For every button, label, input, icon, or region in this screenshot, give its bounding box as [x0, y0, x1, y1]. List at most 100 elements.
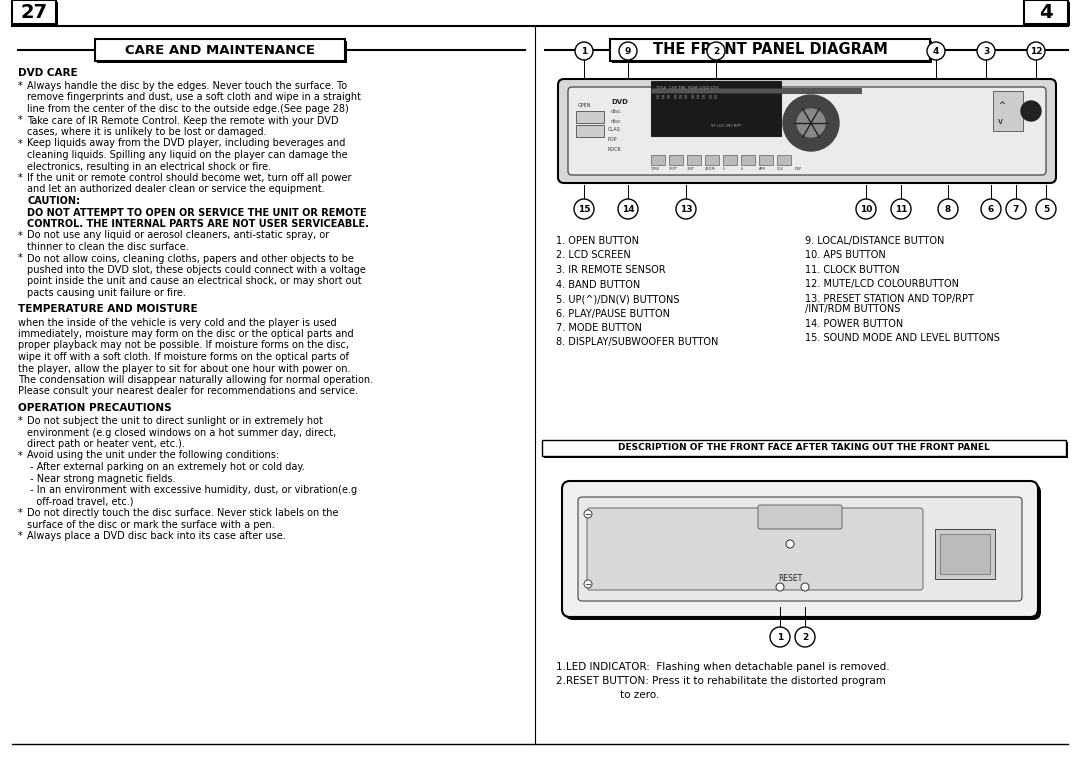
Text: - After external parking on an extremely hot or cold day.: - After external parking on an extremely…: [27, 462, 305, 472]
Text: *: *: [18, 451, 23, 461]
Text: Always handle the disc by the edges. Never touch the surface. To: Always handle the disc by the edges. Nev…: [27, 81, 347, 91]
Text: TITLE  CHP TRK  RDM LOUD DTS: TITLE CHP TRK RDM LOUD DTS: [656, 86, 718, 90]
Text: The condensation will disappear naturally allowing for normal operation.: The condensation will disappear naturall…: [18, 375, 373, 385]
Circle shape: [891, 199, 912, 219]
Text: DVD: DVD: [611, 99, 627, 105]
Circle shape: [777, 583, 784, 591]
Text: 14: 14: [622, 205, 634, 213]
Text: 3: 3: [983, 47, 989, 56]
Text: *: *: [18, 115, 23, 125]
Circle shape: [584, 510, 592, 518]
Bar: [612, 41, 932, 63]
Bar: [759, 155, 773, 165]
Text: *: *: [18, 81, 23, 91]
Text: 12. MUTE/LCD COLOURBUTTON: 12. MUTE/LCD COLOURBUTTON: [805, 280, 959, 290]
Circle shape: [939, 199, 958, 219]
Text: OPEN: OPEN: [578, 103, 592, 108]
FancyBboxPatch shape: [568, 87, 1047, 175]
Text: 15: 15: [578, 205, 591, 213]
Circle shape: [707, 42, 725, 60]
FancyBboxPatch shape: [578, 497, 1022, 601]
Bar: [669, 155, 683, 165]
Circle shape: [1027, 42, 1045, 60]
Text: CLK: CLK: [777, 167, 784, 171]
Text: RESET: RESET: [778, 574, 802, 583]
Circle shape: [795, 627, 815, 647]
Bar: [935, 529, 995, 579]
FancyBboxPatch shape: [758, 505, 842, 529]
Text: DESCRIPTION OF THE FRONT FACE AFTER TAKING OUT THE FRONT PANEL: DESCRIPTION OF THE FRONT FACE AFTER TAKI…: [618, 443, 990, 452]
Circle shape: [801, 583, 809, 591]
Text: 1: 1: [777, 633, 783, 642]
Text: *: *: [18, 138, 23, 148]
Bar: [777, 155, 791, 165]
Bar: [14, 2, 58, 26]
Text: pushed into the DVD slot, these objects could connect with a voltage: pushed into the DVD slot, these objects …: [27, 265, 366, 275]
Text: 4RDM: 4RDM: [705, 167, 715, 171]
Bar: [940, 534, 990, 574]
Bar: [723, 155, 737, 165]
Text: 1.LED INDICATOR:  Flashing when detachable panel is removed.: 1.LED INDICATOR: Flashing when detachabl…: [556, 662, 890, 672]
Circle shape: [573, 199, 594, 219]
Text: 27: 27: [21, 2, 48, 21]
Text: 6: 6: [741, 167, 743, 171]
Text: 2. LCD SCREEN: 2. LCD SCREEN: [556, 251, 631, 261]
Text: thinner to clean the disc surface.: thinner to clean the disc surface.: [27, 242, 189, 252]
Text: 5. UP(^)/DN(V) BUTTONS: 5. UP(^)/DN(V) BUTTONS: [556, 294, 679, 304]
Text: environment (e.g closed windows on a hot summer day, direct,: environment (e.g closed windows on a hot…: [27, 428, 336, 438]
Text: point inside the unit and cause an electrical shock, or may short out: point inside the unit and cause an elect…: [27, 277, 362, 286]
Text: - Near strong magnetic fields.: - Near strong magnetic fields.: [27, 474, 175, 484]
Text: Take care of IR Remote Control. Keep the remote with your DVD: Take care of IR Remote Control. Keep the…: [27, 115, 339, 125]
Text: /INT/RDM BUTTONS: /INT/RDM BUTTONS: [805, 304, 901, 314]
Text: 12: 12: [1029, 47, 1042, 56]
Text: DO NOT ATTEMPT TO OPEN OR SERVICE THE UNIT OR REMOTE: DO NOT ATTEMPT TO OPEN OR SERVICE THE UN…: [27, 208, 366, 218]
Bar: [687, 155, 701, 165]
Bar: [12, 0, 56, 24]
Text: 7: 7: [1013, 205, 1020, 213]
FancyBboxPatch shape: [588, 508, 923, 590]
Circle shape: [797, 109, 825, 137]
Text: Do not use any liquid or aerosol cleaners, anti-static spray, or: Do not use any liquid or aerosol cleaner…: [27, 231, 329, 241]
Text: 11: 11: [894, 205, 907, 213]
Text: 14. POWER BUTTON: 14. POWER BUTTON: [805, 319, 903, 329]
Text: CLAS: CLAS: [608, 127, 621, 132]
Text: 2.RESET BUTTON: Press it to rehabilitate the distorted program: 2.RESET BUTTON: Press it to rehabilitate…: [556, 676, 886, 686]
Text: Always place a DVD disc back into its case after use.: Always place a DVD disc back into its ca…: [27, 531, 286, 541]
FancyBboxPatch shape: [558, 79, 1056, 183]
Circle shape: [618, 199, 638, 219]
Text: direct path or heater vent, etc.).: direct path or heater vent, etc.).: [27, 439, 185, 449]
Text: line from the center of the disc to the outside edge.(See page 28): line from the center of the disc to the …: [27, 104, 349, 114]
Text: *: *: [18, 416, 23, 426]
Text: and let an authorized dealer clean or service the equipment.: and let an authorized dealer clean or se…: [27, 184, 325, 195]
Text: 6: 6: [988, 205, 994, 213]
Text: *: *: [18, 254, 23, 264]
Text: 1TRK: 1TRK: [651, 167, 660, 171]
Text: APR: APR: [759, 167, 766, 171]
Text: CONTROL. THE INTERNAL PARTS ARE NOT USER SERVICEABLE.: CONTROL. THE INTERNAL PARTS ARE NOT USER…: [27, 219, 369, 229]
Text: 2: 2: [713, 47, 719, 56]
Text: disc: disc: [611, 119, 622, 124]
Text: 6. PLAY/PAUSE BUTTON: 6. PLAY/PAUSE BUTTON: [556, 309, 670, 319]
Bar: [544, 442, 1068, 458]
Bar: [542, 440, 1066, 456]
Text: 8: 8: [945, 205, 951, 213]
Text: *: *: [18, 173, 23, 183]
Circle shape: [1021, 101, 1041, 121]
Bar: [705, 155, 719, 165]
Text: ST LOC INT RPT: ST LOC INT RPT: [711, 124, 741, 128]
Text: Avoid using the unit under the following conditions:: Avoid using the unit under the following…: [27, 451, 279, 461]
Circle shape: [786, 540, 794, 548]
Text: ROCK: ROCK: [608, 147, 622, 152]
Text: 2: 2: [801, 633, 808, 642]
Circle shape: [584, 580, 592, 588]
Bar: [97, 41, 347, 63]
Text: the player, allow the player to sit for about one hour with power on.: the player, allow the player to sit for …: [18, 364, 351, 374]
Text: 13. PRESET STATION AND TOP/RPT: 13. PRESET STATION AND TOP/RPT: [805, 294, 974, 304]
Text: 5: 5: [723, 167, 726, 171]
Text: 5: 5: [1043, 205, 1049, 213]
Text: *: *: [18, 231, 23, 241]
Circle shape: [676, 199, 696, 219]
Bar: [576, 125, 604, 137]
Bar: [651, 88, 861, 93]
Text: CAUTION:: CAUTION:: [27, 196, 80, 206]
